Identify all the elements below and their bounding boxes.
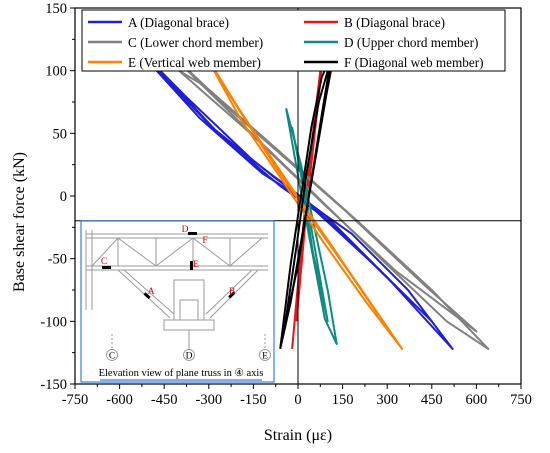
inset-mark-label-1: B: [229, 287, 235, 297]
inset-gauge-marks: [102, 232, 236, 300]
inset-elevation-diagram: A B C D E F C D E Elevation view of plane truss…: [80, 220, 275, 383]
x-axis-ticks: -750 -600 -450 -300 -150 0 150 300 450 600 750: [62, 384, 532, 408]
series-2-loop-1: [178, 69, 478, 333]
series-0-loop-1: [154, 64, 433, 323]
x-tick-label-3: -300: [196, 392, 223, 408]
y-tick-label-2: -50: [48, 252, 67, 268]
inset-mark-labels: A B C D E F: [101, 225, 235, 297]
inset-grid-labels: C D E: [106, 349, 271, 362]
legend-label-0: A (Diagonal brace): [128, 15, 229, 30]
y-tick-label-6: 150: [45, 1, 67, 17]
x-tick-label-7: 300: [376, 392, 398, 408]
y-tick-label-3: 0: [60, 189, 67, 205]
x-tick-label-9: 600: [466, 392, 488, 408]
x-tick-label-5: 0: [294, 392, 301, 408]
inset-truss-lines: [85, 230, 268, 350]
inset-mark-label-2: C: [101, 257, 107, 267]
inset-grid-circle-0: [106, 349, 118, 361]
y-tick-label-5: 100: [45, 64, 67, 80]
x-tick-label-6: 150: [332, 392, 354, 408]
series-5: [279, 47, 337, 350]
x-tick-label-8: 450: [421, 392, 443, 408]
inset-mark-label-3: D: [182, 225, 189, 235]
inset-mark-label-5: F: [202, 236, 207, 246]
legend-label-5: F (Diagonal web member): [344, 55, 484, 70]
series-4: [202, 50, 404, 350]
x-tick-label-4: -150: [240, 392, 267, 408]
legend-label-2: C (Lower chord member): [128, 35, 263, 50]
series-2: [166, 49, 490, 350]
y-tick-label-0: -150: [40, 377, 67, 393]
y-tick-label-1: -100: [40, 314, 67, 330]
y-axis-title: Base shear force (kN): [11, 152, 28, 292]
inset-caption: Elevation view of plane truss in ④ axis: [99, 367, 264, 379]
x-tick-label-0: -750: [62, 392, 89, 408]
series-0: [136, 48, 454, 350]
series-4-loop-1: [207, 62, 380, 317]
x-tick-label-2: -450: [151, 392, 178, 408]
inset-grid-circle-1: [183, 349, 195, 361]
inset-grid-label-1: D: [186, 352, 193, 362]
legend-label-3: D (Upper chord member): [344, 35, 478, 50]
legend-label-1: B (Diagonal brace): [344, 15, 445, 30]
inset-mark-label-4: E: [193, 260, 199, 270]
inset-grid-label-2: E: [262, 352, 268, 362]
x-axis-title: Strain (με): [264, 427, 332, 444]
inset-grid-label-0: C: [109, 352, 115, 362]
inset-grid-circle-2: [259, 349, 271, 361]
y-tick-label-4: 50: [53, 126, 68, 142]
inset-mark-label-0: A: [148, 287, 155, 297]
legend-label-4: E (Vertical web member): [128, 55, 261, 70]
series-3-loop-0: [285, 108, 338, 345]
x-tick-label-1: -600: [106, 392, 133, 408]
x-tick-label-10: 750: [510, 392, 532, 408]
legend: A (Diagonal brace) B (Diagonal brace) C (L…: [81, 9, 506, 72]
y-axis-ticks: -150 -100 -50 0 50 100 150: [40, 1, 75, 393]
legend-box: [81, 9, 506, 72]
